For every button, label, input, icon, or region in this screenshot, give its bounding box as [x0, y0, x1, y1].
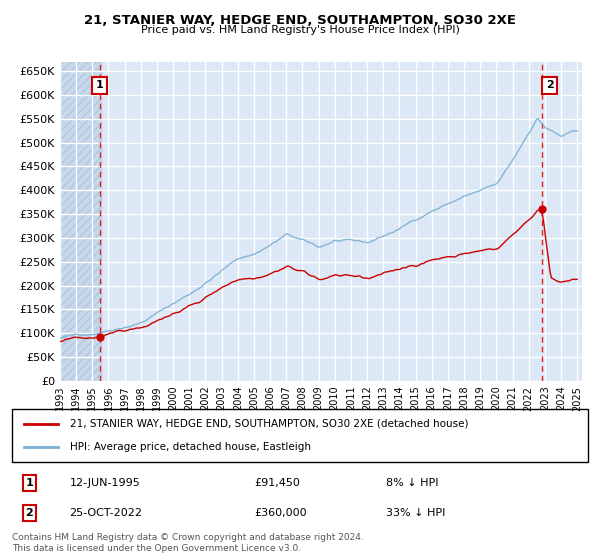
Text: 33% ↓ HPI: 33% ↓ HPI	[386, 508, 446, 518]
Text: 1: 1	[25, 478, 33, 488]
Text: 2: 2	[546, 81, 554, 90]
Text: 21, STANIER WAY, HEDGE END, SOUTHAMPTON, SO30 2XE: 21, STANIER WAY, HEDGE END, SOUTHAMPTON,…	[84, 14, 516, 27]
Text: 8% ↓ HPI: 8% ↓ HPI	[386, 478, 439, 488]
Text: 2: 2	[25, 508, 33, 518]
Text: £91,450: £91,450	[254, 478, 300, 488]
Text: £360,000: £360,000	[254, 508, 307, 518]
Text: 12-JUN-1995: 12-JUN-1995	[70, 478, 140, 488]
Text: 21, STANIER WAY, HEDGE END, SOUTHAMPTON, SO30 2XE (detached house): 21, STANIER WAY, HEDGE END, SOUTHAMPTON,…	[70, 419, 468, 429]
Text: HPI: Average price, detached house, Eastleigh: HPI: Average price, detached house, East…	[70, 442, 311, 452]
Text: 25-OCT-2022: 25-OCT-2022	[70, 508, 143, 518]
Text: 1: 1	[96, 81, 103, 90]
Text: Price paid vs. HM Land Registry's House Price Index (HPI): Price paid vs. HM Land Registry's House …	[140, 25, 460, 35]
Text: Contains HM Land Registry data © Crown copyright and database right 2024.
This d: Contains HM Land Registry data © Crown c…	[12, 533, 364, 553]
